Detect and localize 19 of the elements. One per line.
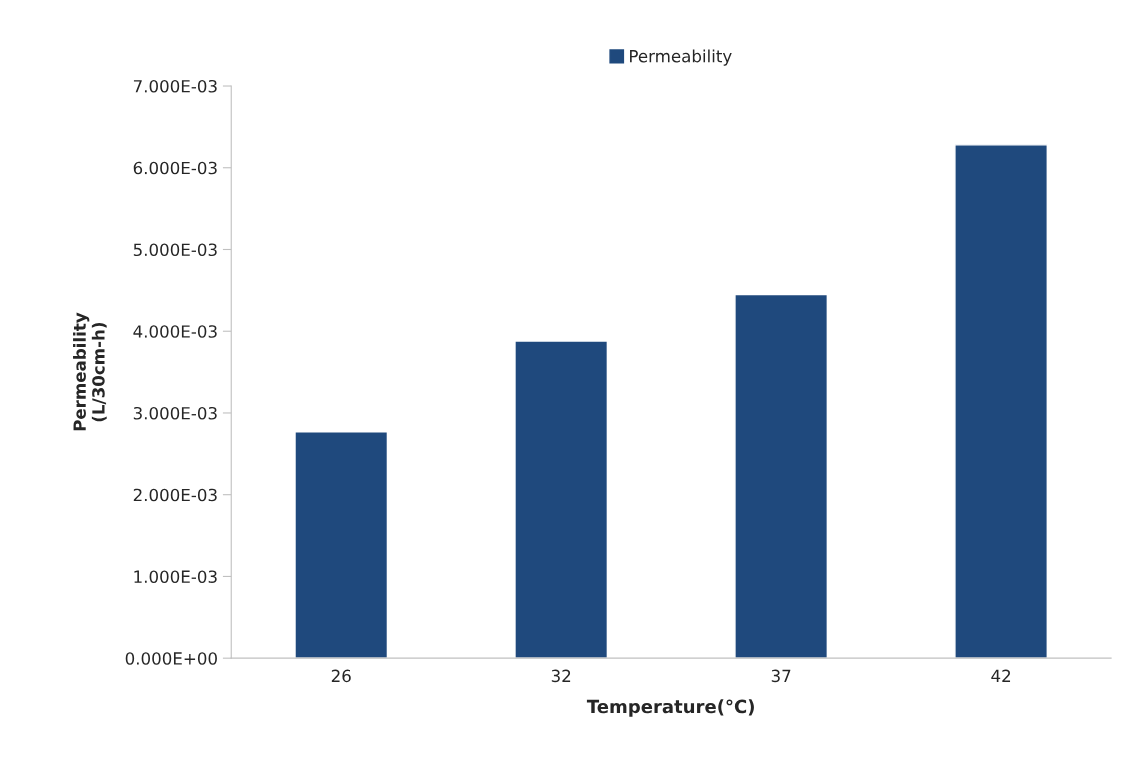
x-tick-label: 32 (551, 669, 571, 683)
legend-label: Permeability (630, 49, 732, 66)
bar (954, 144, 1048, 659)
x-tick-label: 42 (991, 669, 1011, 682)
y-tick-label: 1.000E-03 (134, 570, 217, 584)
x-tick-label: 26 (331, 669, 351, 683)
bar (514, 340, 609, 659)
x-axis-title: Temperature(°C) (586, 699, 754, 717)
y-tick-label: 3.000E-03 (133, 406, 217, 420)
y-tick-label: 0.000E+00 (125, 652, 217, 665)
bar (734, 293, 829, 659)
y-tick-label: 7.000E-03 (133, 79, 217, 93)
bar (294, 431, 389, 659)
x-tick-label: 37 (771, 669, 791, 683)
y-tick-label: 5.000E-03 (133, 243, 217, 257)
y-axis-title: Permeability (L/30cm-h) (73, 312, 107, 431)
y-tick-label: 4.000E-03 (133, 325, 217, 338)
y-tick-label: 2.000E-03 (133, 488, 217, 502)
y-tick-label: 6.000E-03 (133, 161, 217, 175)
